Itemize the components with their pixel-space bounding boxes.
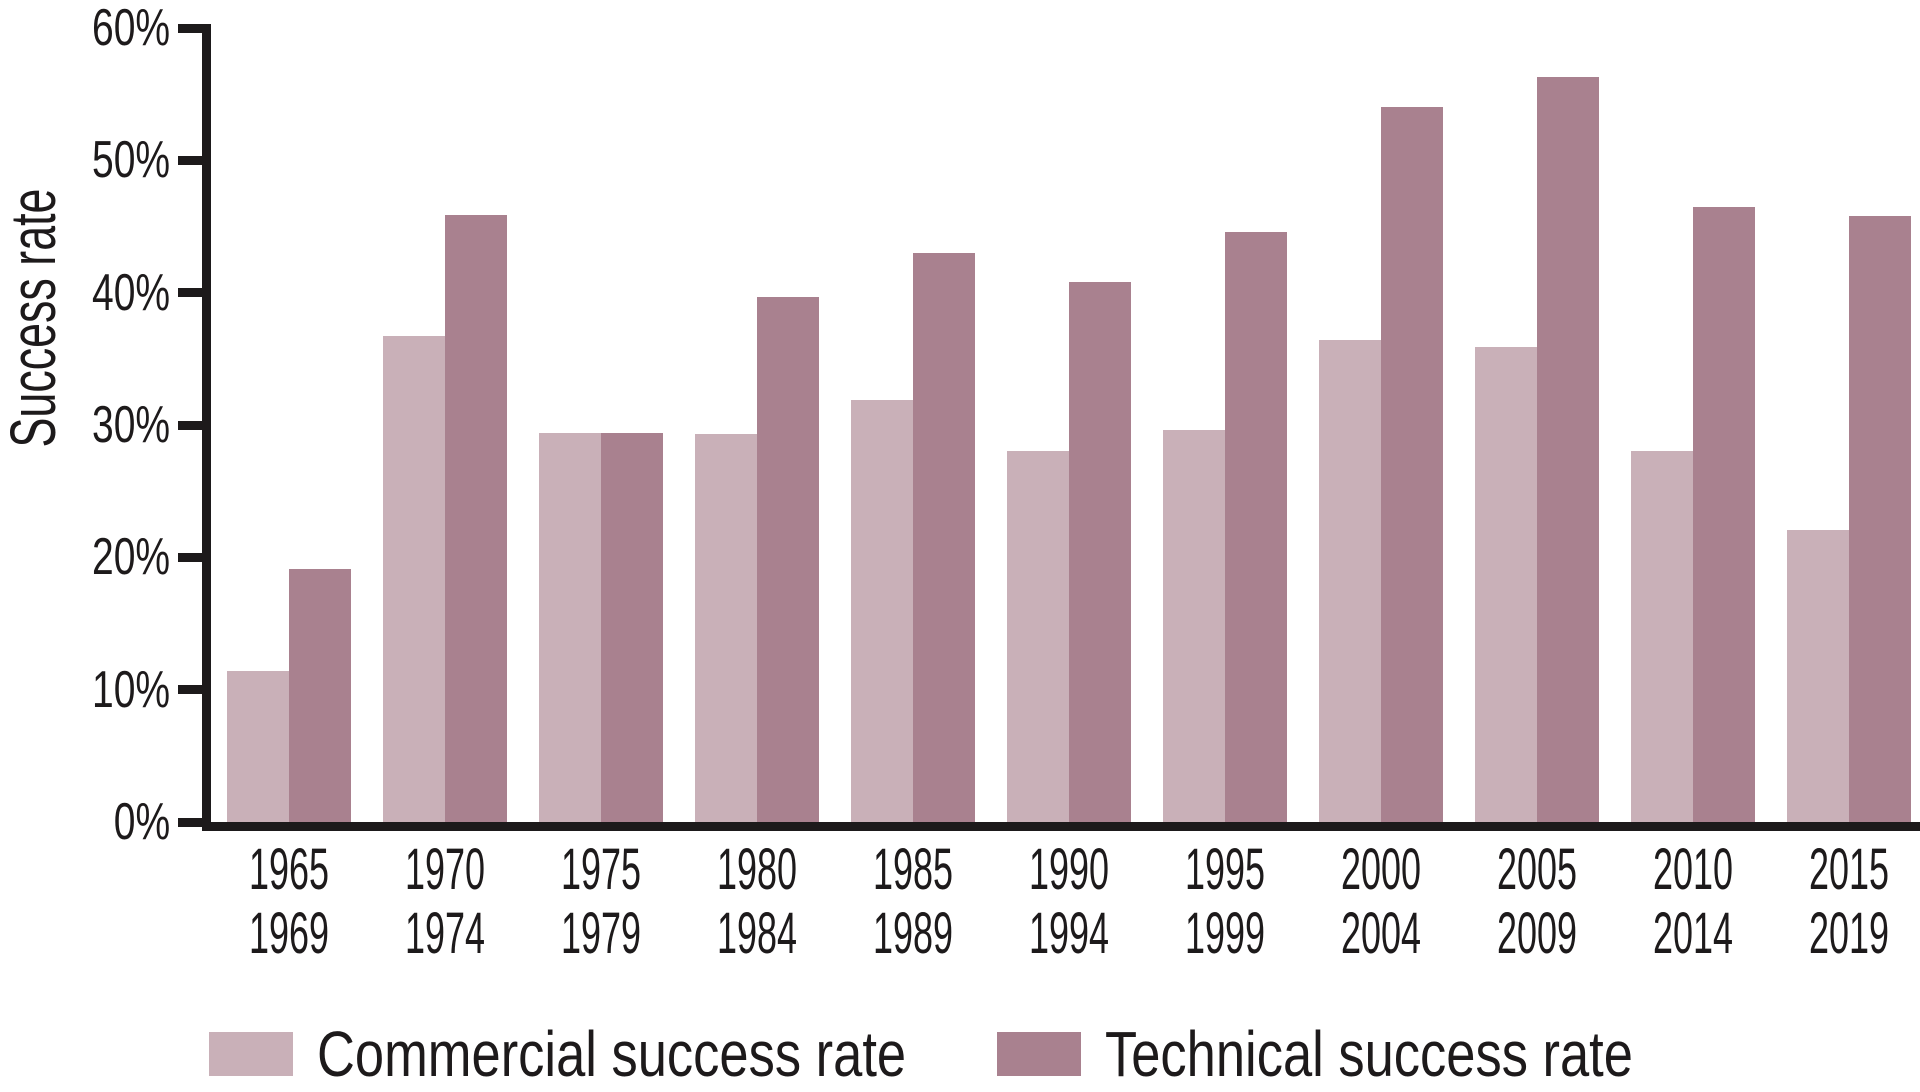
y-axis-title: Success rate bbox=[0, 188, 69, 448]
y-tick bbox=[178, 817, 211, 827]
y-tick-label: 40% bbox=[91, 263, 170, 322]
x-tick-label: 2010 2014 bbox=[1645, 838, 1742, 966]
x-tick-label-line: 1989 bbox=[873, 901, 953, 966]
x-tick-label-line: 2015 bbox=[1809, 837, 1889, 902]
y-tick-label: 60% bbox=[91, 0, 170, 57]
bar-technical-1995 bbox=[1225, 231, 1287, 822]
x-tick-label-line: 1990 bbox=[1029, 837, 1109, 902]
bar-commercial-1975 bbox=[539, 432, 601, 822]
bar-technical-1975 bbox=[601, 432, 663, 822]
bar-technical-1980 bbox=[757, 296, 819, 822]
x-tick-label-line: 1970 bbox=[405, 837, 485, 902]
bar-commercial-2015 bbox=[1787, 529, 1849, 822]
y-tick-label: 0% bbox=[113, 793, 170, 851]
x-tick-label-line: 1975 bbox=[561, 837, 641, 902]
y-tick-label: 30% bbox=[91, 396, 170, 454]
bar-commercial-2010 bbox=[1631, 451, 1693, 822]
bar-technical-2005 bbox=[1537, 76, 1599, 822]
bar-commercial-1985 bbox=[851, 399, 913, 822]
x-tick-label: 1965 1969 bbox=[241, 838, 338, 966]
bar-technical-2015 bbox=[1849, 215, 1911, 822]
x-tick-label: 1985 1989 bbox=[865, 838, 962, 966]
y-tick bbox=[178, 420, 211, 430]
bar-technical-1970 bbox=[445, 214, 507, 822]
bar-commercial-2005 bbox=[1475, 346, 1537, 822]
y-tick-label: 50% bbox=[91, 131, 170, 190]
bar-commercial-1970 bbox=[383, 336, 445, 822]
bar-technical-2000 bbox=[1381, 107, 1443, 822]
y-tick bbox=[178, 288, 211, 298]
bar-technical-1990 bbox=[1069, 282, 1131, 822]
x-tick-label-line: 1965 bbox=[249, 837, 329, 902]
bar-commercial-1980 bbox=[695, 434, 757, 822]
bar-technical-1985 bbox=[913, 252, 975, 822]
x-tick-label-line: 1999 bbox=[1185, 901, 1265, 966]
x-tick-label-line: 1969 bbox=[249, 901, 329, 966]
bar-technical-2010 bbox=[1693, 206, 1755, 822]
x-tick-label: 2000 2004 bbox=[1333, 838, 1430, 966]
legend-label-commercial: Commercial success rate bbox=[317, 1018, 907, 1090]
x-tick-label-line: 2010 bbox=[1653, 837, 1733, 902]
bar-commercial-2000 bbox=[1319, 340, 1381, 822]
x-tick-label-line: 2004 bbox=[1341, 901, 1421, 966]
bar-commercial-1965 bbox=[227, 671, 289, 822]
x-tick-label: 1970 1974 bbox=[397, 838, 494, 966]
bar-commercial-1990 bbox=[1007, 451, 1069, 822]
x-tick-label: 2005 2009 bbox=[1489, 838, 1586, 966]
x-tick-label: 1990 1994 bbox=[1021, 838, 1118, 966]
x-tick-label-line: 1980 bbox=[717, 837, 797, 902]
x-tick-label-line: 2019 bbox=[1809, 901, 1889, 966]
x-tick-label-line: 2000 bbox=[1341, 837, 1421, 902]
y-tick-label: 20% bbox=[91, 528, 170, 587]
x-tick-label-line: 2009 bbox=[1497, 901, 1577, 966]
x-tick-label-line: 2005 bbox=[1497, 837, 1577, 902]
x-tick-label-line: 1985 bbox=[873, 837, 953, 902]
x-tick-label: 1995 1999 bbox=[1177, 838, 1274, 966]
legend-swatch-commercial bbox=[209, 1032, 293, 1076]
x-tick-label-line: 1984 bbox=[717, 901, 797, 966]
x-tick-label: 2015 2019 bbox=[1801, 838, 1898, 966]
legend-swatch-technical bbox=[997, 1032, 1081, 1076]
x-tick-label-line: 1995 bbox=[1185, 837, 1265, 902]
y-tick bbox=[178, 155, 211, 165]
legend-item-commercial: Commercial success rate bbox=[209, 1018, 1035, 1090]
x-tick-label-line: 1979 bbox=[561, 901, 641, 966]
x-tick-label: 1980 1984 bbox=[709, 838, 806, 966]
x-tick-label: 1975 1979 bbox=[553, 838, 650, 966]
legend-item-technical: Technical success rate bbox=[997, 1018, 1749, 1090]
y-tick-label: 10% bbox=[91, 660, 170, 719]
legend-label-technical: Technical success rate bbox=[1105, 1018, 1633, 1090]
x-axis-line bbox=[202, 822, 1920, 831]
bar-technical-1965 bbox=[289, 569, 351, 822]
x-tick-label-line: 1974 bbox=[405, 901, 485, 966]
x-tick-label-line: 2014 bbox=[1653, 901, 1733, 966]
y-tick bbox=[178, 552, 211, 562]
y-tick bbox=[178, 685, 211, 695]
y-tick bbox=[178, 23, 211, 33]
bar-commercial-1995 bbox=[1163, 430, 1225, 822]
x-tick-label-line: 1994 bbox=[1029, 901, 1109, 966]
